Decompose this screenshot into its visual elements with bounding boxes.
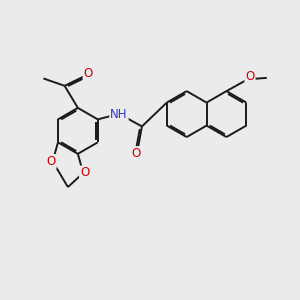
Text: O: O: [83, 67, 93, 80]
Text: O: O: [80, 167, 89, 179]
Text: O: O: [245, 70, 255, 83]
Text: O: O: [46, 155, 56, 168]
Text: NH: NH: [110, 108, 128, 121]
Text: O: O: [131, 147, 141, 160]
